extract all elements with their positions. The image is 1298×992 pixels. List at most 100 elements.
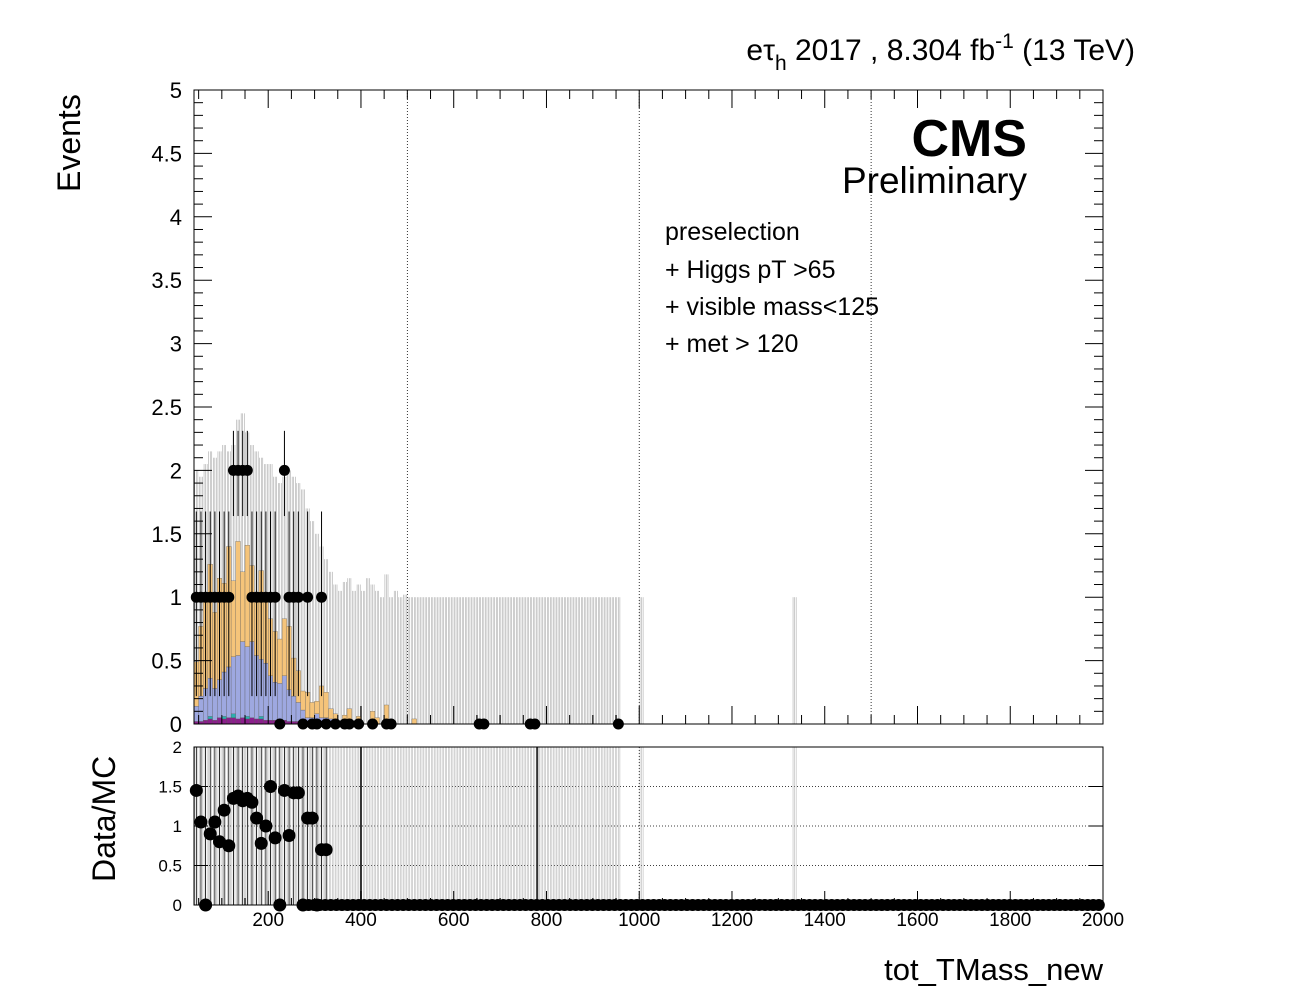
ratio-unc-bin: [514, 747, 519, 905]
ratio-data-point: [245, 795, 259, 809]
main-data-point: [278, 464, 290, 476]
ratio-unc-bin: [639, 747, 644, 905]
ratio-unc-bin: [542, 747, 546, 905]
ratio-unc-bin: [421, 747, 426, 905]
main-grid: [406, 90, 872, 724]
ratio-data-point: [203, 827, 217, 841]
main-unc-bin: [519, 597, 523, 724]
main-unc-bin: [417, 597, 421, 724]
main-unc-bin: [468, 597, 472, 724]
ratio-data-point: [189, 783, 203, 797]
main-unc-bin: [389, 597, 393, 724]
ratio-unc-bin: [523, 747, 528, 905]
main-unc-bin: [370, 584, 375, 724]
ratio-unc-bin: [431, 747, 435, 905]
main-data-point: [316, 591, 328, 603]
main-unc-bin: [588, 597, 593, 724]
ratio-xtick-label: 600: [438, 910, 470, 931]
main-ytick-label: 4.5: [151, 141, 182, 166]
main-bkg-teal-bar: [258, 716, 264, 720]
ratio-unc-bin: [472, 747, 477, 905]
ratio-xtick-label: 1600: [896, 910, 938, 931]
main-ytick-label: 4: [170, 205, 182, 230]
ratio-unc-bin: [389, 747, 393, 905]
main-bkg-purple-bar: [221, 718, 227, 725]
main-bkg-orange-bar: [411, 718, 417, 725]
ratio-xtick-label: 200: [252, 910, 284, 931]
main-unc-bin: [472, 597, 477, 724]
ratio-data-point: [194, 815, 208, 829]
ratio-xtick-label: 2000: [1082, 910, 1124, 931]
ratio-data-point: [217, 803, 231, 817]
main-bkg-purple-bar: [235, 718, 241, 725]
main-unc-bin: [533, 597, 537, 724]
main-bkg-orange-bar: [240, 571, 246, 642]
ratio-unc-bin: [551, 747, 556, 905]
main-bkg-orange-bar: [300, 690, 306, 711]
main-unc-bin: [449, 597, 454, 724]
main-bkg-purple-bar: [244, 718, 250, 725]
main-unc-bin: [403, 594, 407, 724]
ratio-data-points: [189, 747, 1105, 912]
ratio-unc-bin: [537, 747, 542, 905]
main-unc-bin: [616, 597, 621, 724]
ratio-data-point: [305, 811, 319, 825]
main-ytick-label: 3: [170, 332, 182, 357]
main-bkg-teal-bar: [207, 716, 213, 720]
main-bkg-purple-bar: [258, 718, 264, 725]
main-bkg-blue-bar: [235, 655, 241, 720]
main-unc-bin: [500, 597, 505, 724]
ratio-xtick-label: 400: [345, 910, 377, 931]
main-unc-bin: [556, 597, 560, 724]
main-ytick-label: 3.5: [151, 268, 182, 293]
main-unc-bin: [393, 590, 398, 724]
main-unc-bin: [542, 597, 546, 724]
ratio-unc-bin: [449, 747, 454, 905]
main-bkg-blue-bar: [244, 646, 250, 717]
main-bkg-purple-bar: [212, 720, 218, 725]
main-unc-bin: [528, 597, 533, 724]
main-bkg-orange-bar: [281, 618, 287, 676]
main-bkg-orange-bar: [309, 702, 315, 718]
main-bkg-blue-bar: [240, 641, 246, 718]
main-unc-bin: [584, 597, 588, 724]
ratio-uncertainty-bands: [194, 747, 797, 905]
selection-line-2: + Higgs pT >65: [665, 256, 835, 284]
ratio-ytick-label: 2: [173, 738, 182, 757]
ratio-xtick-label: 1400: [804, 910, 846, 931]
main-unc-bin: [454, 597, 458, 724]
ratio-unc-bin: [611, 747, 616, 905]
main-unc-bin: [431, 597, 435, 724]
header-lumi-sup: -1: [995, 30, 1014, 53]
main-unc-bin: [477, 597, 482, 724]
main-unc-bin: [463, 597, 468, 724]
main-unc-bin: [546, 597, 551, 724]
main-bkg-orange-bar: [230, 580, 236, 657]
main-bkg-purple-bar: [268, 720, 273, 725]
ratio-unc-bin: [519, 747, 523, 905]
main-bkg-blue-bar: [277, 683, 283, 722]
ratio-data-point: [250, 811, 264, 825]
ratio-data-point: [319, 843, 333, 857]
ratio-data-point: [282, 828, 296, 842]
main-bkg-purple-bar: [254, 718, 260, 725]
main-data-point: [241, 464, 253, 476]
main-bkg-blue-bar: [281, 675, 287, 721]
main-unc-bin: [421, 597, 426, 724]
main-bkg-teal-bar: [230, 713, 236, 718]
main-bkg-purple-bar: [203, 720, 209, 725]
main-unc-bin: [579, 597, 584, 724]
main-unc-bin: [333, 584, 338, 724]
main-data-point: [302, 591, 314, 603]
main-unc-bin: [426, 597, 431, 724]
ratio-xtick-label: 800: [531, 910, 563, 931]
main-unc-bin: [356, 584, 361, 724]
main-bkg-orange-bar: [235, 541, 241, 656]
ratio-xtick-label: 1000: [618, 910, 660, 931]
ratio-unc-bin: [342, 747, 347, 905]
ratio-unc-bin: [792, 747, 797, 905]
ratio-unc-bin: [560, 747, 565, 905]
main-unc-bin: [491, 597, 495, 724]
header-channel: eτ: [746, 34, 775, 67]
ratio-unc-bin: [570, 747, 574, 905]
